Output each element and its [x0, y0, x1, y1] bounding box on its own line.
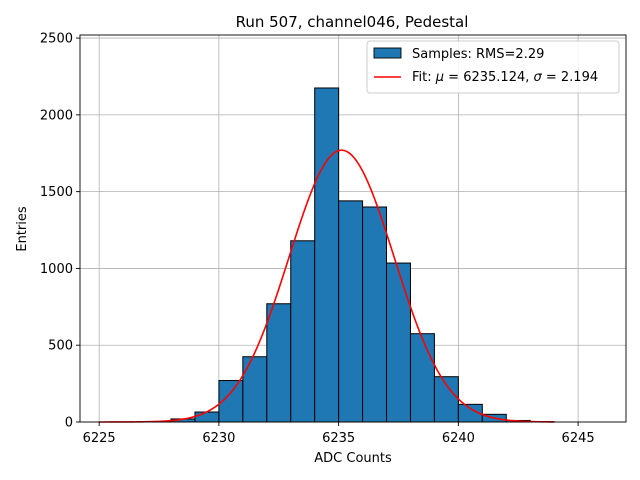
histogram-bar	[409, 333, 435, 423]
y-tick-label: 1500	[40, 185, 73, 200]
y-tick-label: 1000	[40, 262, 73, 277]
legend-histogram-swatch	[373, 47, 402, 59]
y-tick-label: 2500	[40, 32, 73, 47]
y-tick-label: 500	[48, 339, 73, 354]
x-axis-ticks: 6225 6230 6235 6240 6245	[83, 422, 595, 446]
histogram-bars	[146, 87, 555, 423]
histogram-bar	[290, 240, 316, 423]
legend-histogram-label: Samples: RMS=2.29	[412, 47, 544, 62]
x-tick-label: 6235	[322, 431, 355, 446]
y-tick-label: 0	[65, 416, 73, 431]
histogram-bar	[314, 87, 340, 423]
chart-title: Run 507, channel046, Pedestal	[236, 13, 469, 31]
legend-box	[366, 40, 620, 94]
plot-frame	[79, 34, 627, 423]
fit-curve	[99, 149, 555, 423]
histogram-bar	[386, 262, 411, 423]
y-tick-label: 2000	[40, 108, 73, 123]
x-tick-label: 6230	[202, 431, 235, 446]
y-axis-ticks: 0 500 1000 1500 2000 2500	[40, 32, 80, 431]
histogram-bar	[362, 206, 388, 423]
legend: Samples: RMS=2.29 Fit: μ = 6235.124, σ =…	[366, 40, 620, 94]
histogram-bar	[266, 303, 292, 423]
x-tick-label: 6245	[562, 431, 595, 446]
histogram-bar	[194, 411, 220, 423]
histogram-bar	[338, 200, 364, 423]
histogram-bar	[242, 356, 268, 423]
legend-fit-label: Fit: μ = 6235.124, σ = 2.194	[412, 70, 598, 85]
x-tick-label: 6225	[83, 431, 116, 446]
x-tick-label: 6240	[442, 431, 475, 446]
x-axis-label: ADC Counts	[314, 451, 392, 466]
y-axis-label: Entries	[15, 206, 30, 252]
